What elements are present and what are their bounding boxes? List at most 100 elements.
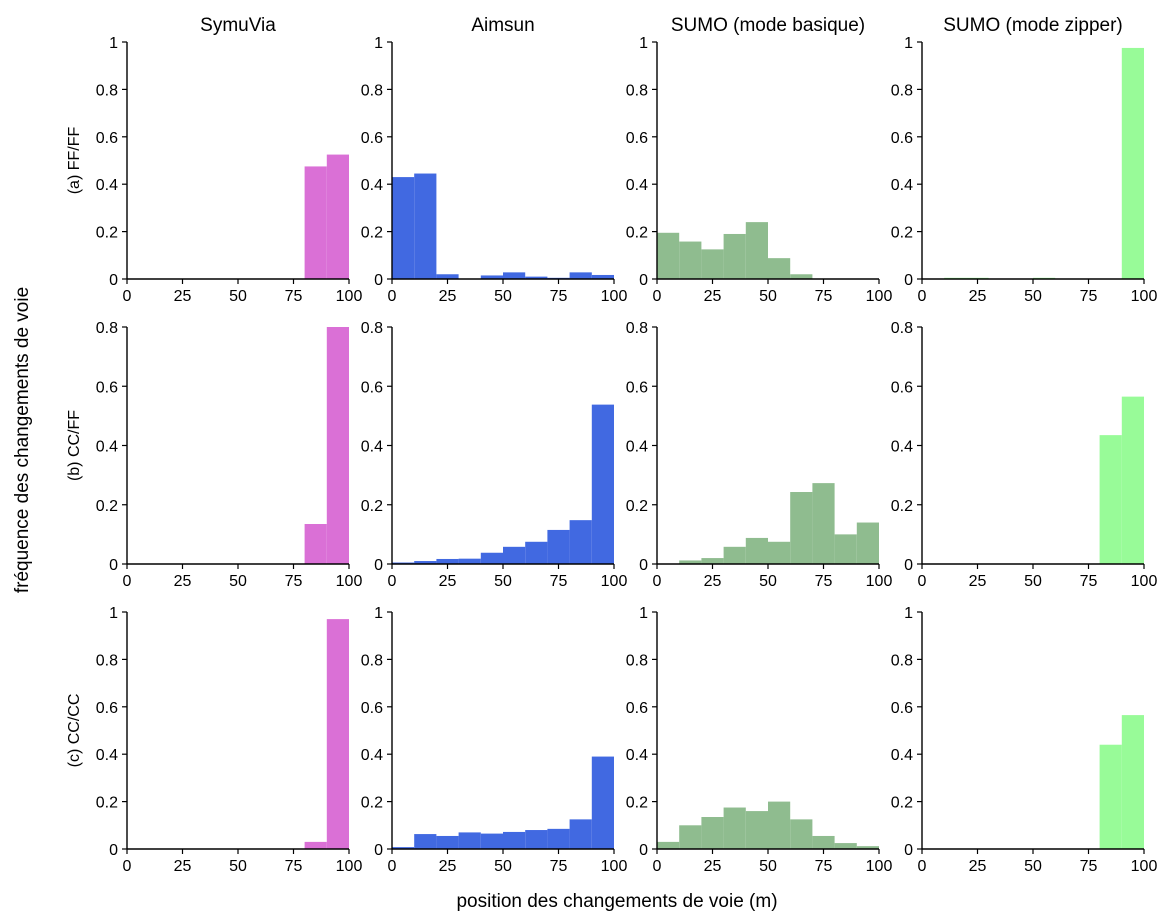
x-tick-label-a-ff-ff-aimsun: 100 xyxy=(601,288,628,305)
bar-a-ff-ff-sumo-mode-basique-bin-2 xyxy=(701,249,724,279)
x-tick-label-c-cc-cc-aimsun: 50 xyxy=(494,858,512,875)
y-tick-label-c-cc-cc-sumo-mode-zipper: 1 xyxy=(904,605,913,622)
y-tick-label-a-ff-ff-sumo-mode-zipper: 0 xyxy=(904,272,913,289)
column-title-symuvia: SymuVia xyxy=(200,15,276,36)
bar-a-ff-ff-sumo-mode-zipper-bin-9 xyxy=(1121,47,1144,279)
bar-b-cc-ff-sumo-mode-zipper-bin-8 xyxy=(1099,435,1122,564)
x-tick-label-a-ff-ff-aimsun: 0 xyxy=(388,288,397,305)
x-tick-label-a-ff-ff-aimsun: 75 xyxy=(550,288,568,305)
column-title-sumo-mode-zipper: SUMO (mode zipper) xyxy=(943,15,1123,36)
y-tick-label-a-ff-ff-symuvia: 0 xyxy=(109,272,118,289)
bar-b-cc-ff-sumo-mode-basique-bin-8 xyxy=(834,534,857,564)
bar-b-cc-ff-sumo-mode-basique-bin-3 xyxy=(723,546,746,564)
bar-a-ff-ff-aimsun-bin-2 xyxy=(436,274,459,279)
x-tick-label-c-cc-cc-sumo-mode-basique: 0 xyxy=(653,858,662,875)
x-tick-label-b-cc-ff-sumo-mode-basique: 50 xyxy=(759,573,777,590)
bar-a-ff-ff-symuvia-bin-9 xyxy=(326,154,349,279)
x-tick-label-c-cc-cc-sumo-mode-zipper: 25 xyxy=(969,858,987,875)
bar-b-cc-ff-symuvia-bin-9 xyxy=(326,327,349,564)
y-tick-label-b-cc-ff-sumo-mode-basique: 0.2 xyxy=(626,498,648,515)
y-tick-label-a-ff-ff-sumo-mode-basique: 0 xyxy=(639,272,648,289)
x-tick-label-b-cc-ff-sumo-mode-zipper: 25 xyxy=(969,573,987,590)
x-tick-label-b-cc-ff-aimsun: 75 xyxy=(550,573,568,590)
y-tick-label-c-cc-cc-symuvia: 0.6 xyxy=(96,700,118,717)
y-tick-label-c-cc-cc-sumo-mode-zipper: 0.4 xyxy=(891,747,913,764)
y-tick-label-c-cc-cc-sumo-mode-basique: 0.6 xyxy=(626,700,648,717)
y-tick-label-b-cc-ff-symuvia: 0.8 xyxy=(96,320,118,337)
x-tick-label-c-cc-cc-sumo-mode-zipper: 0 xyxy=(918,858,927,875)
y-tick-label-b-cc-ff-sumo-mode-zipper: 0.6 xyxy=(891,379,913,396)
x-tick-label-b-cc-ff-sumo-mode-basique: 0 xyxy=(653,573,662,590)
bar-b-cc-ff-sumo-mode-zipper-bin-9 xyxy=(1121,396,1144,564)
panels-group: SymuVia Aimsun SUMO (mode basique) SUMO (mo… xyxy=(66,15,1157,875)
x-tick-label-c-cc-cc-sumo-mode-zipper: 100 xyxy=(1131,858,1158,875)
x-tick-label-b-cc-ff-aimsun: 100 xyxy=(601,573,628,590)
x-tick-label-b-cc-ff-sumo-mode-basique: 25 xyxy=(704,573,722,590)
y-tick-label-a-ff-ff-symuvia: 0.4 xyxy=(96,177,118,194)
x-tick-label-c-cc-cc-sumo-mode-basique: 50 xyxy=(759,858,777,875)
x-tick-label-a-ff-ff-sumo-mode-zipper: 75 xyxy=(1080,288,1098,305)
y-tick-label-a-ff-ff-symuvia: 0.6 xyxy=(96,130,118,147)
y-tick-label-b-cc-ff-symuvia: 0 xyxy=(109,557,118,574)
x-tick-label-b-cc-ff-sumo-mode-zipper: 75 xyxy=(1080,573,1098,590)
bar-b-cc-ff-sumo-mode-basique-bin-4 xyxy=(745,537,768,564)
bar-c-cc-cc-sumo-mode-basique-bin-7 xyxy=(812,835,835,849)
x-tick-label-a-ff-ff-sumo-mode-zipper: 0 xyxy=(918,288,927,305)
bar-a-ff-ff-sumo-mode-basique-bin-1 xyxy=(679,241,702,279)
x-tick-label-c-cc-cc-sumo-mode-basique: 75 xyxy=(815,858,833,875)
x-tick-label-a-ff-ff-sumo-mode-basique: 50 xyxy=(759,288,777,305)
bar-a-ff-ff-sumo-mode-basique-bin-0 xyxy=(657,232,680,279)
bar-c-cc-cc-sumo-mode-basique-bin-8 xyxy=(834,843,857,849)
bar-b-cc-ff-sumo-mode-basique-bin-7 xyxy=(812,483,835,564)
y-tick-label-a-ff-ff-sumo-mode-zipper: 1 xyxy=(904,35,913,52)
bar-c-cc-cc-sumo-mode-basique-bin-6 xyxy=(790,819,813,849)
y-tick-label-c-cc-cc-sumo-mode-basique: 0.2 xyxy=(626,795,648,812)
x-tick-label-a-ff-ff-aimsun: 25 xyxy=(439,288,457,305)
y-tick-label-a-ff-ff-sumo-mode-basique: 0.8 xyxy=(626,82,648,99)
y-tick-label-b-cc-ff-sumo-mode-basique: 0.8 xyxy=(626,320,648,337)
y-tick-label-a-ff-ff-symuvia: 0.2 xyxy=(96,225,118,242)
y-tick-label-c-cc-cc-sumo-mode-zipper: 0.6 xyxy=(891,700,913,717)
x-tick-label-b-cc-ff-sumo-mode-zipper: 0 xyxy=(918,573,927,590)
bar-b-cc-ff-symuvia-bin-8 xyxy=(304,524,327,564)
x-tick-label-a-ff-ff-symuvia: 75 xyxy=(285,288,303,305)
x-tick-label-a-ff-ff-sumo-mode-basique: 100 xyxy=(866,288,893,305)
column-title-aimsun: Aimsun xyxy=(471,15,534,36)
bar-b-cc-ff-aimsun-bin-6 xyxy=(525,541,548,564)
x-tick-label-a-ff-ff-sumo-mode-zipper: 25 xyxy=(969,288,987,305)
y-tick-label-c-cc-cc-aimsun: 0.8 xyxy=(361,652,383,669)
y-tick-label-c-cc-cc-sumo-mode-basique: 1 xyxy=(639,605,648,622)
y-tick-label-a-ff-ff-sumo-mode-basique: 1 xyxy=(639,35,648,52)
x-tick-label-c-cc-cc-symuvia: 100 xyxy=(336,858,363,875)
x-tick-label-c-cc-cc-sumo-mode-basique: 100 xyxy=(866,858,893,875)
x-tick-label-c-cc-cc-sumo-mode-basique: 25 xyxy=(704,858,722,875)
bar-c-cc-cc-sumo-mode-basique-bin-2 xyxy=(701,817,724,849)
y-tick-label-a-ff-ff-sumo-mode-zipper: 0.2 xyxy=(891,225,913,242)
x-tick-label-c-cc-cc-aimsun: 0 xyxy=(388,858,397,875)
bar-a-ff-ff-aimsun-bin-9 xyxy=(591,274,614,279)
bar-b-cc-ff-aimsun-bin-0 xyxy=(392,562,415,564)
bar-c-cc-cc-aimsun-bin-1 xyxy=(414,834,437,849)
x-tick-label-b-cc-ff-aimsun: 50 xyxy=(494,573,512,590)
y-tick-label-b-cc-ff-symuvia: 0.6 xyxy=(96,379,118,396)
bar-b-cc-ff-sumo-mode-basique-bin-6 xyxy=(790,492,813,564)
x-tick-label-b-cc-ff-symuvia: 25 xyxy=(174,573,192,590)
bar-a-ff-ff-aimsun-bin-4 xyxy=(480,275,503,279)
x-tick-label-b-cc-ff-sumo-mode-zipper: 100 xyxy=(1131,573,1158,590)
bar-c-cc-cc-symuvia-bin-8 xyxy=(304,841,327,849)
bar-a-ff-ff-aimsun-bin-0 xyxy=(392,177,415,279)
bar-c-cc-cc-aimsun-bin-2 xyxy=(436,835,459,849)
x-tick-label-b-cc-ff-symuvia: 75 xyxy=(285,573,303,590)
x-tick-label-a-ff-ff-symuvia: 0 xyxy=(123,288,132,305)
y-tick-label-b-cc-ff-aimsun: 0.8 xyxy=(361,320,383,337)
y-tick-label-a-ff-ff-aimsun: 1 xyxy=(374,35,383,52)
x-tick-label-b-cc-ff-symuvia: 100 xyxy=(336,573,363,590)
x-tick-label-a-ff-ff-sumo-mode-basique: 75 xyxy=(815,288,833,305)
y-tick-label-b-cc-ff-aimsun: 0.2 xyxy=(361,498,383,515)
x-tick-label-c-cc-cc-aimsun: 75 xyxy=(550,858,568,875)
y-tick-label-a-ff-ff-sumo-mode-basique: 0.2 xyxy=(626,225,648,242)
bar-b-cc-ff-aimsun-bin-5 xyxy=(503,546,526,564)
row-label-a-ff-ff: (a) FF/FF xyxy=(66,127,83,195)
y-tick-label-c-cc-cc-symuvia: 1 xyxy=(109,605,118,622)
bar-c-cc-cc-aimsun-bin-0 xyxy=(392,847,415,849)
